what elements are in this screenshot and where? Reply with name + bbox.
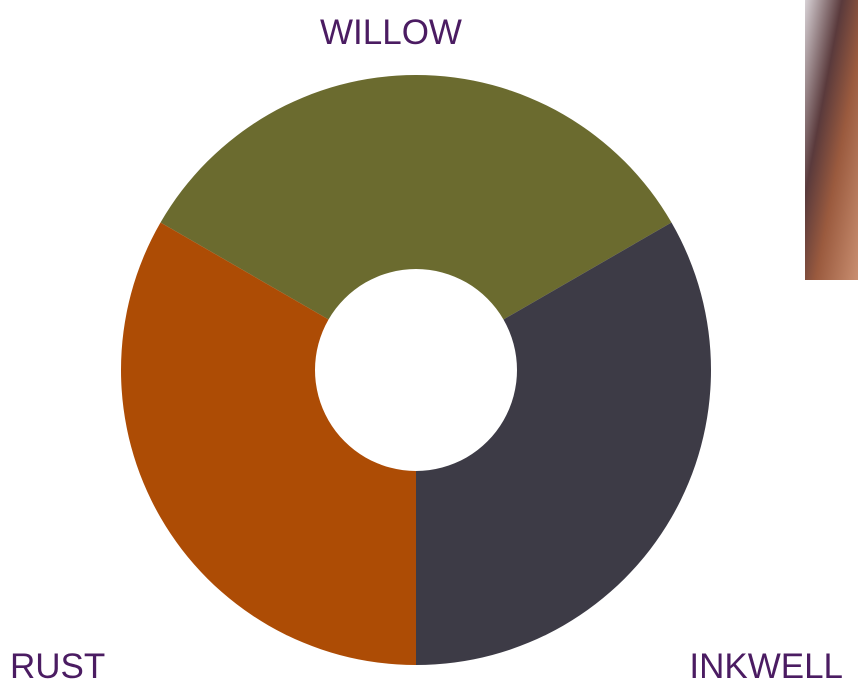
ring-segment [160,75,672,320]
swatch-label: INKWELL [689,647,843,684]
photo [805,0,858,280]
ring-segment [416,222,711,665]
ring-segment [120,222,417,665]
color-ring [120,75,711,665]
swatch-label: RUST [10,647,105,684]
swatch-label: WILLOW [320,13,462,52]
